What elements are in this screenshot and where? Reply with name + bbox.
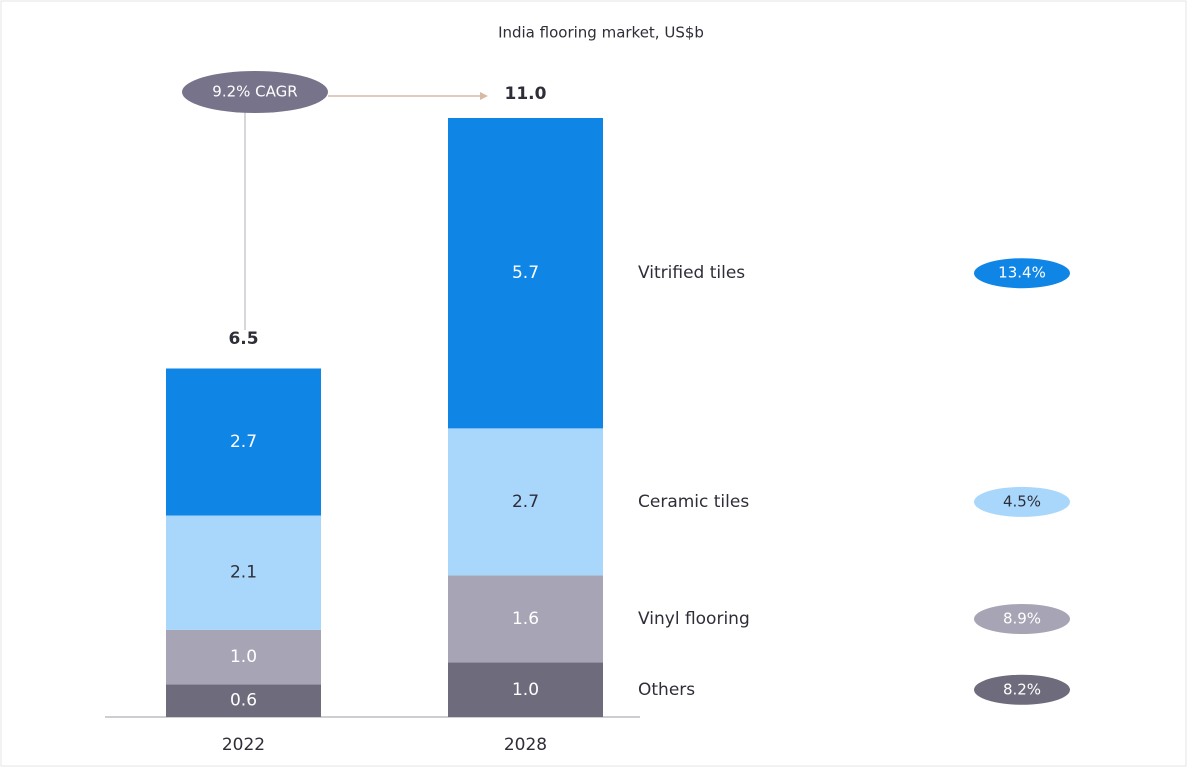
legend-label: Vinyl flooring (638, 609, 750, 629)
cagr-label: 8.2% (1003, 680, 1041, 698)
legend-label: Ceramic tiles (638, 492, 749, 512)
cagr-pill (974, 486, 1070, 517)
bar-segment (448, 575, 603, 663)
legend-label: Vitrified tiles (638, 263, 745, 283)
bar-segment (166, 515, 321, 630)
chart-title: India flooring market, US$b (498, 24, 704, 42)
cagr-arrowhead (480, 92, 488, 100)
segment-label: 2.1 (230, 563, 257, 583)
cagr-pill (974, 603, 1070, 634)
segment-label: 2.7 (512, 492, 539, 512)
x-tick-label: 2022 (222, 735, 265, 755)
x-tick-label: 2028 (504, 735, 547, 755)
cagr-badge (182, 71, 328, 113)
bar-segment (166, 629, 321, 685)
segment-label: 1.6 (512, 609, 539, 629)
segment-label: 1.0 (230, 647, 257, 667)
bar-segment (448, 662, 603, 717)
total-label: 6.5 (228, 329, 258, 349)
segment-label: 5.7 (512, 263, 539, 283)
cagr-label: 13.4% (998, 264, 1046, 282)
bar-segment (448, 118, 603, 429)
bar-segment (166, 368, 321, 516)
legend-label: Others (638, 680, 695, 700)
bar-segment (448, 428, 603, 576)
cagr-text: 9.2% CAGR (212, 83, 297, 101)
segment-label: 0.6 (230, 691, 257, 711)
total-label: 11.0 (505, 84, 547, 104)
segment-label: 2.7 (230, 432, 257, 452)
cagr-label: 4.5% (1003, 492, 1041, 510)
bar-segment (166, 684, 321, 717)
cagr-label: 8.9% (1003, 609, 1041, 627)
segment-label: 1.0 (512, 680, 539, 700)
cagr-pill (974, 674, 1070, 705)
cagr-pill (974, 258, 1070, 289)
